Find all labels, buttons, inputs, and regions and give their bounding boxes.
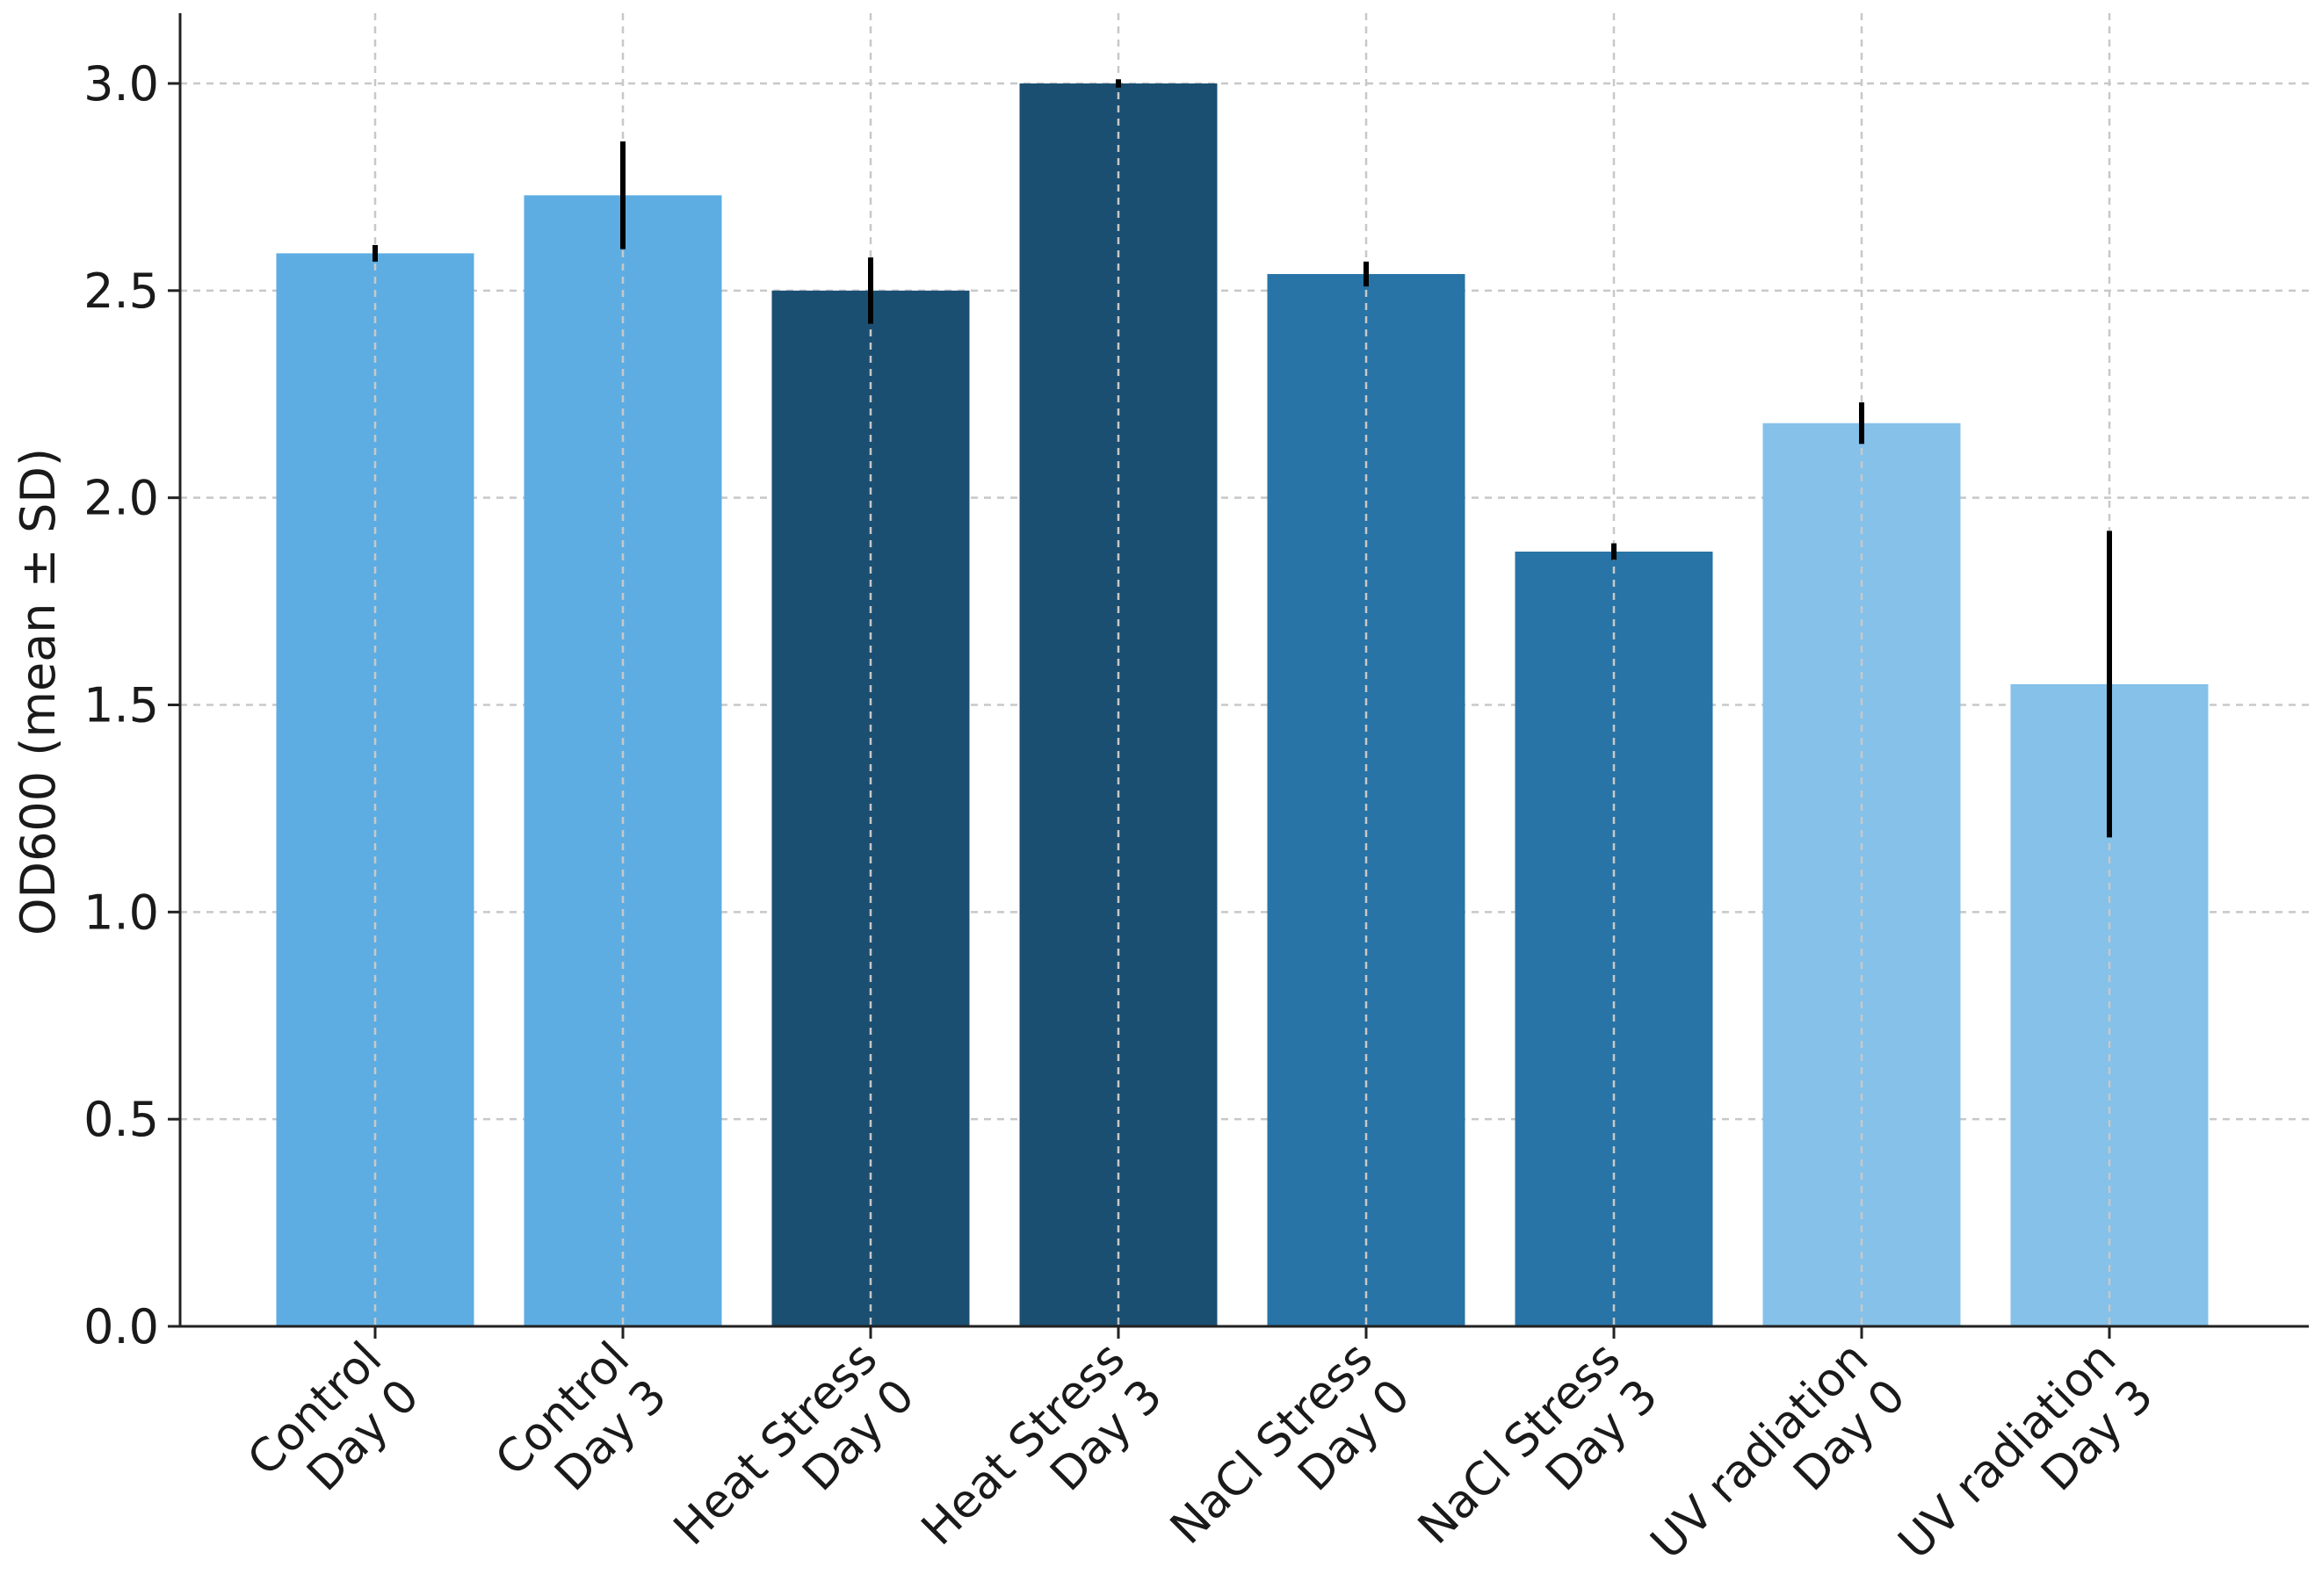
axis-layer [178,13,2309,1328]
x-tick-label-text: UV radiationDay 0 [1641,1332,1916,1596]
x-tick-label: UV radiationDay 3 [1889,1332,2164,1596]
x-tick-label-text: Heat StressDay 3 [912,1332,1173,1593]
x-tick-label: NaCl StressDay 3 [1408,1332,1667,1592]
y-tick-label: 1.0 [83,885,159,940]
bar-layer [276,83,2209,1327]
x-tick-label: ControlDay 0 [238,1332,430,1524]
vertical-grid-layer [373,13,2111,1326]
x-tick-label-text: ControlDay 0 [238,1332,430,1524]
error-bar-layer [373,79,2112,838]
y-tick-label: 2.5 [83,264,159,319]
x-tick-label-text: NaCl StressDay 0 [1161,1332,1420,1592]
y-tick-label: 2.0 [83,471,159,526]
x-tick-label-text: NaCl StressDay 3 [1408,1332,1667,1592]
y-tick-label: 3.0 [83,56,159,112]
y-tick-label: 1.5 [83,678,159,733]
y-tick-label: 0.5 [83,1092,159,1147]
x-tick-label-text: Heat StressDay 0 [664,1332,925,1593]
x-tick-label-text: UV radiationDay 3 [1889,1332,2164,1596]
x-tick-label: NaCl StressDay 0 [1161,1332,1420,1592]
x-tick-label: Heat StressDay 3 [912,1332,1173,1593]
y-tick-label: 0.0 [83,1299,159,1354]
y-tick-layer: 0.0 0.5 1.0 1.5 2.0 2.5 3.0 [83,56,180,1354]
x-tick-label: UV radiationDay 0 [1641,1332,1916,1596]
x-tick-label: Heat StressDay 0 [664,1332,925,1593]
y-axis-label: OD600 (mean ± SD) [11,448,66,935]
bar [524,195,722,1327]
bar [1267,273,1465,1326]
x-tick-label-text: ControlDay 3 [486,1332,677,1524]
grid-layer [180,82,2309,1328]
x-tick-label: ControlDay 3 [486,1332,677,1524]
